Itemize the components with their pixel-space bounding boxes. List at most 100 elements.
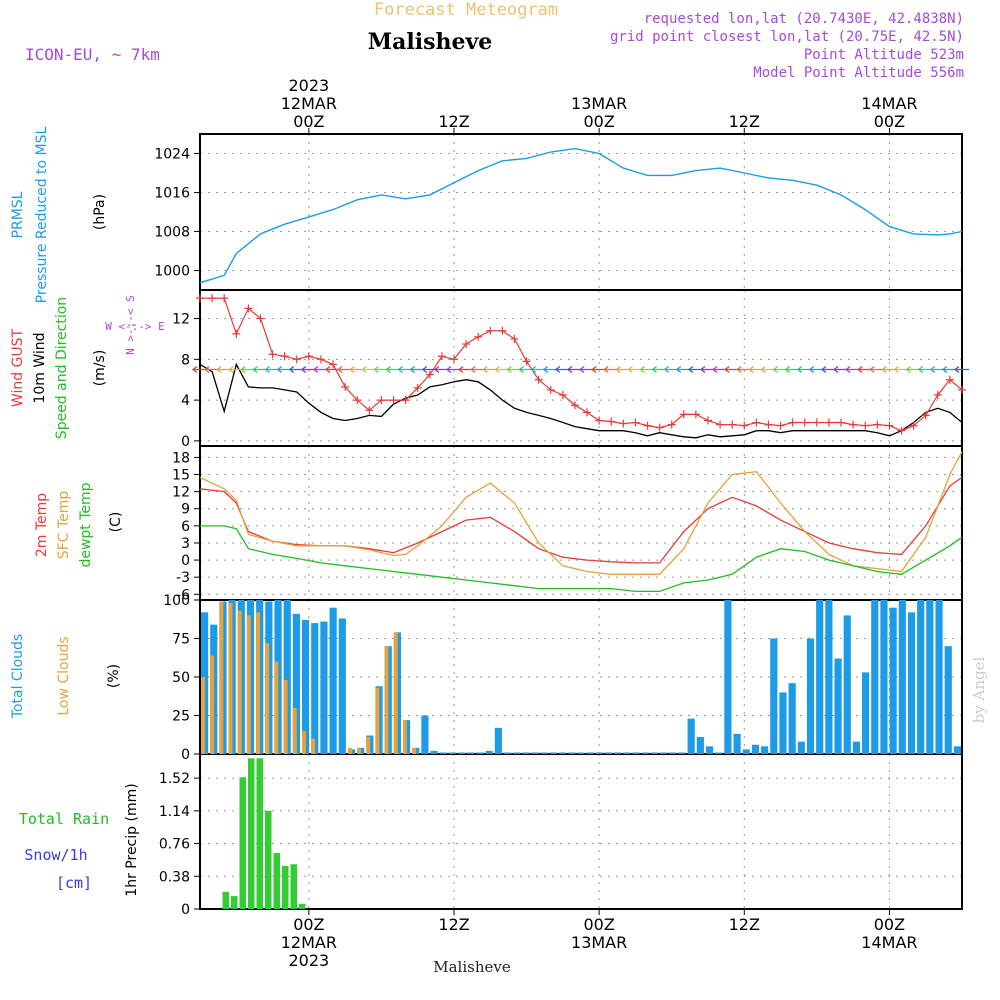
rain-bar [256,758,263,909]
total-cloud-bar [320,621,328,754]
gust-marker [655,423,664,432]
top-time-label: 00Z [583,112,614,131]
low-cloud-bar [347,747,352,754]
ytick-label: 1016 [154,186,190,202]
gust-marker [679,410,688,419]
gust-marker [425,370,434,379]
ytick-label: 50 [172,670,190,686]
gust-marker [691,410,700,419]
gust-line [200,297,963,432]
low-cloud-bar [292,707,297,754]
panel-4: 0 25 50 75 100 [163,593,963,763]
wind-arrow [953,366,969,374]
gust-marker [570,401,579,410]
gust-marker [401,396,410,405]
low-cloud-bar [210,655,215,754]
gust-marker [885,421,894,430]
top-time-label: 12MAR [281,94,337,113]
dewpt-line [200,525,963,593]
header-location: Malisheve [368,29,492,55]
low-cloud-bar [375,687,380,754]
p2-label: 10m Wind [32,332,48,403]
compass-we: W <-:-> E [105,320,165,333]
gust-marker [510,334,519,343]
header-model-altitude: Model Point Altitude 556m [753,65,964,81]
total-cloud-bar [715,752,723,754]
ytick-label: -3 [176,570,190,586]
bottom-time-label: 00Z [874,915,905,934]
total-cloud-bar [559,752,567,754]
bottom-time-label: 13MAR [571,933,627,952]
p4-label: Low Clouds [56,636,72,715]
total-cloud-bar [503,752,512,754]
header-model: ICON-EU, ~ 7km [25,45,160,64]
gust-marker [196,294,204,303]
total-cloud-bar [797,741,805,754]
ytick-label: 0 [181,553,190,569]
ytick-label: 18 [172,450,190,466]
bottom-time-label: 00Z [293,915,324,934]
total-cloud-bar [889,607,897,754]
ytick-label: 12 [172,485,190,501]
low-cloud-bar [201,677,205,754]
header-gridpoint: grid point closest lon,lat (20.75E, 42.5… [610,29,964,45]
gust-marker [341,382,350,391]
total-cloud-bar [669,752,677,754]
total-cloud-bar [485,750,493,754]
total-cloud-bar [871,600,879,754]
panel-1: 1000 1008 1016 1024 [154,133,963,291]
total-cloud-bar [623,752,631,754]
gust-marker [776,421,785,430]
gust-marker [595,416,604,425]
temp2m-line [199,476,963,564]
total-cloud-bar [531,752,539,754]
total-cloud-bar [494,727,502,754]
gust-marker [389,396,398,405]
total-cloud-bar [540,752,548,754]
compass-ns: N >-:-< S [124,295,137,355]
gust-marker [958,385,966,394]
gust-marker [631,418,640,427]
gust-marker [220,294,229,303]
wind-speed-line [199,362,963,439]
total-cloud-bar [898,600,906,754]
gust-marker [752,418,761,427]
top-time-label: 12Z [729,112,760,131]
gust-marker [329,360,338,369]
footer-location: Malisheve [433,958,511,976]
bottom-time-label: 00Z [583,915,614,934]
low-cloud-bar [283,680,288,754]
ytick-label: 100 [163,593,190,609]
gust-marker [232,329,241,338]
total-cloud-bar [678,752,686,754]
low-cloud-bar [402,720,407,754]
p4-label: Total Clouds [10,634,26,719]
rain-bar [299,903,306,909]
ytick-label: -6 [176,587,190,603]
rain-bar [290,864,297,909]
total-cloud-bar [816,600,824,754]
gust-marker [704,416,712,425]
total-cloud-bar [926,600,934,754]
low-cloud-bar [246,615,251,754]
gust-marker [667,420,676,429]
panel-frame [199,445,963,601]
total-cloud-bar [705,746,714,754]
total-cloud-bar [549,752,558,754]
total-cloud-bar [311,623,319,754]
total-cloud-bar [770,638,778,754]
gust-marker [558,391,567,400]
total-cloud-bar [733,733,741,754]
header-requested: requested lon,lat (20.7430E, 42.4838N) [644,11,964,27]
p5-axis-label: 1hr Precip (mm) [124,783,140,896]
low-cloud-bar [384,646,389,754]
gust-marker [643,421,652,430]
total-cloud-bar [825,600,833,754]
p1-label: PRMSL [10,191,26,238]
total-cloud-bar [834,658,842,754]
total-cloud-bar [650,752,659,754]
bottom-time-label: 14MAR [861,933,917,952]
